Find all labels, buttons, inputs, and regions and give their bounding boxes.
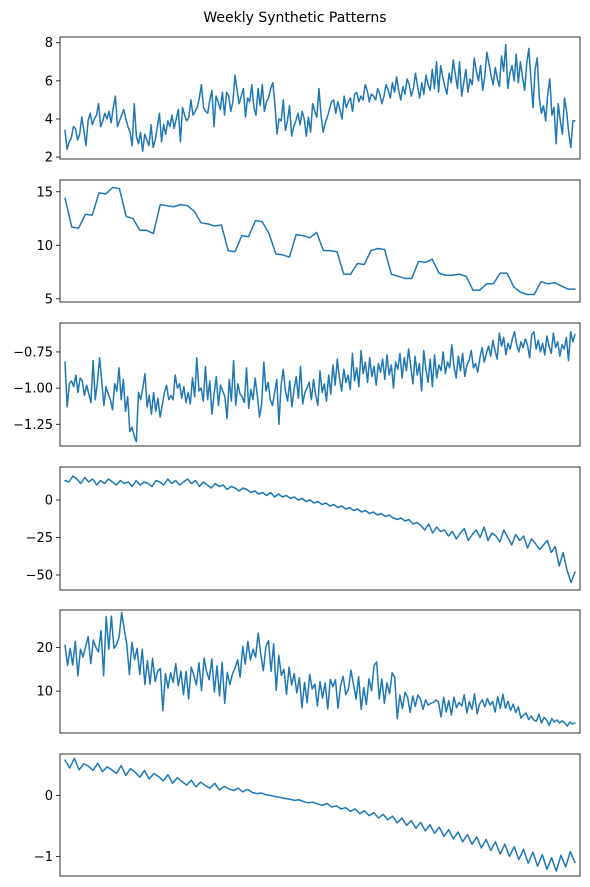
y-tick-label-3-1: −1.25 xyxy=(13,418,53,433)
axes-frame-2 xyxy=(59,179,581,303)
figure-title: Weekly Synthetic Patterns xyxy=(203,10,386,26)
y-tick-label-2-3: 15 xyxy=(36,185,53,200)
subplot-stack: 2 4 6 8 5 10 15 −1.25 −1.00 −0.75 −50 −25 0 10 20 −1 0 xyxy=(13,36,581,877)
y-tick-label-4-1: −50 xyxy=(26,569,53,584)
series-line-1 xyxy=(64,43,576,153)
y-tick-label-2-1: 5 xyxy=(45,292,53,307)
series-line-3 xyxy=(64,330,576,443)
y-tick-label-6-2: 0 xyxy=(45,789,53,804)
y-tick-label-5-2: 20 xyxy=(36,641,53,656)
subplot-5: 10 20 xyxy=(36,609,581,734)
series-line-4 xyxy=(64,475,576,584)
y-tick-label-2-2: 10 xyxy=(36,239,53,254)
subplot-6: −1 0 xyxy=(34,753,581,877)
series-line-2 xyxy=(64,186,576,296)
y-tick-label-4-2: −25 xyxy=(26,531,53,546)
y-tick-label-5-1: 10 xyxy=(36,685,53,700)
axes-frame-6 xyxy=(59,753,581,877)
axes-frame-3 xyxy=(59,322,581,447)
axes-frame-5 xyxy=(59,609,581,734)
series-line-5 xyxy=(64,611,576,727)
y-tick-label-3-3: −0.75 xyxy=(13,345,53,360)
y-tick-label-1-2: 4 xyxy=(45,112,53,127)
axes-frame-1 xyxy=(59,36,581,160)
y-tick-label-6-1: −1 xyxy=(34,850,53,865)
axes-frame-4 xyxy=(59,466,581,591)
y-tick-label-1-3: 6 xyxy=(45,74,53,89)
y-tick-label-4-3: 0 xyxy=(45,494,53,509)
y-tick-label-1-1: 2 xyxy=(45,151,53,166)
y-tick-label-1-4: 8 xyxy=(45,36,53,51)
y-tick-label-3-2: −1.00 xyxy=(13,382,53,397)
series-line-6 xyxy=(64,757,576,872)
subplot-2: 5 10 15 xyxy=(36,179,581,307)
subplot-4: −50 −25 0 xyxy=(26,466,581,591)
subplot-3: −1.25 −1.00 −0.75 xyxy=(13,322,581,447)
subplot-1: 2 4 6 8 xyxy=(45,36,581,166)
